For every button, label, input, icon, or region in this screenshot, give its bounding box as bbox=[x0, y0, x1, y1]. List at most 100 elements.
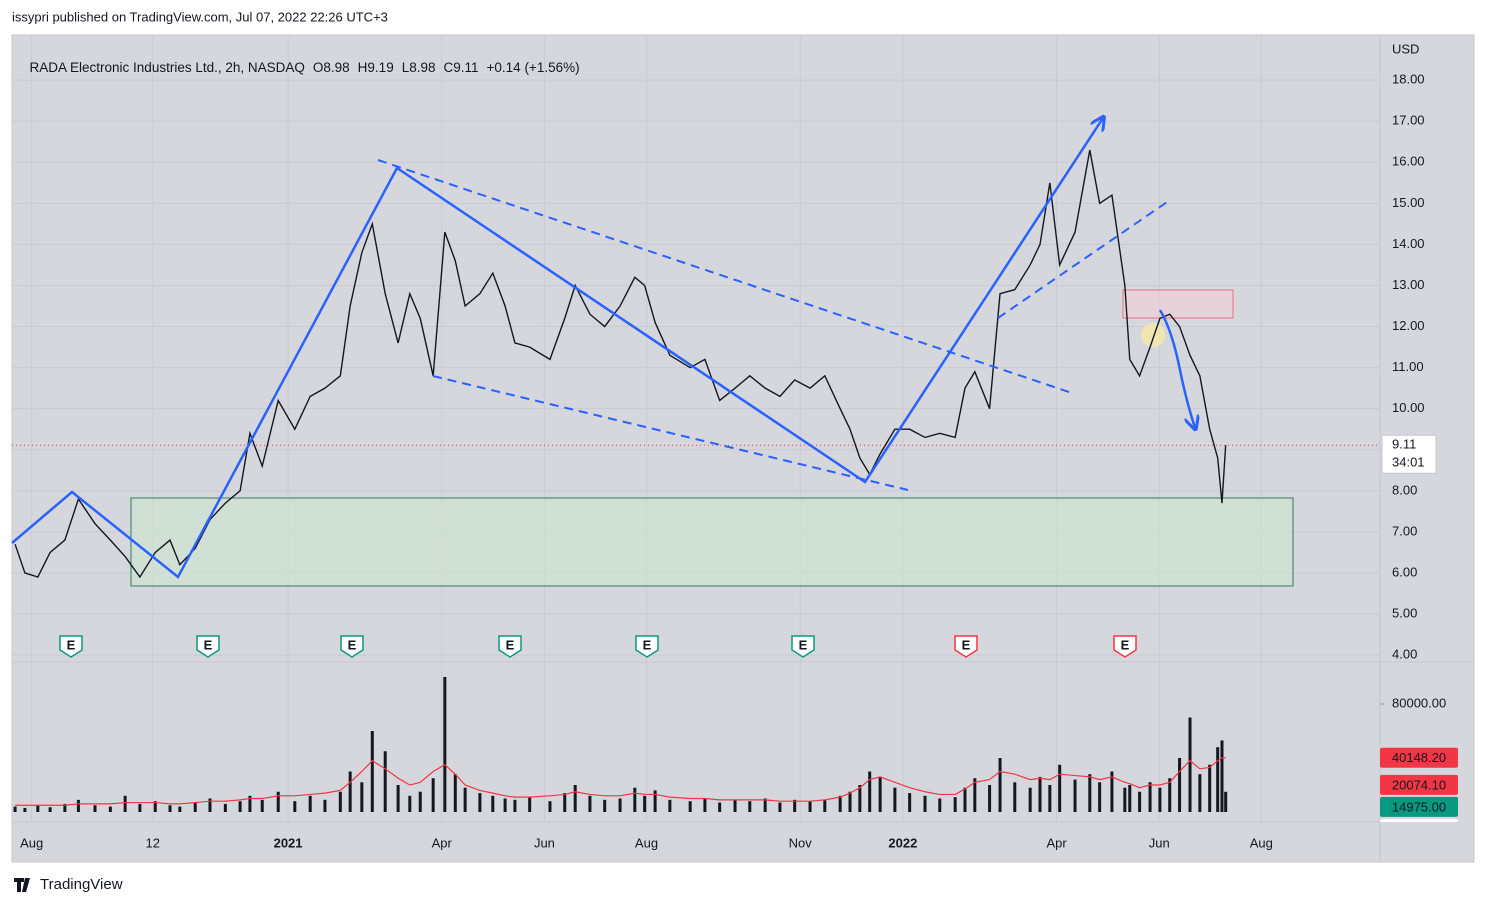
volume-bar bbox=[223, 803, 227, 813]
volume-bar bbox=[208, 798, 212, 813]
x-tick-label: 12 bbox=[146, 835, 160, 850]
volume-bar bbox=[248, 795, 252, 813]
volume-bar bbox=[443, 676, 447, 813]
last-price-label: 9.11 bbox=[1392, 437, 1416, 452]
low: L8.98 bbox=[401, 60, 436, 75]
volume-bar bbox=[1098, 782, 1102, 813]
earnings-badge bbox=[196, 635, 220, 658]
y-tick-label: 16.00 bbox=[1392, 154, 1425, 169]
volume-bar bbox=[1198, 774, 1202, 813]
volume-bar bbox=[36, 805, 40, 813]
volume-bar bbox=[778, 802, 782, 813]
volume-bar bbox=[1138, 791, 1142, 813]
resistance-zone bbox=[1122, 289, 1234, 319]
x-tick-label: Apr bbox=[432, 835, 453, 850]
volume-bar bbox=[1128, 785, 1132, 813]
volume-pill-label: 40148.20 bbox=[1392, 750, 1446, 765]
volume-pill-label: 14975.00 bbox=[1392, 799, 1446, 814]
volume-bar bbox=[463, 787, 467, 813]
volume-bar bbox=[1038, 776, 1042, 813]
volume-bar bbox=[908, 793, 912, 813]
logo bbox=[14, 878, 30, 892]
x-tick-label: Aug bbox=[20, 835, 43, 850]
volume-bar bbox=[513, 799, 517, 813]
volume-ma bbox=[15, 757, 1226, 806]
volume-bar bbox=[1224, 791, 1228, 813]
footer: TradingView bbox=[40, 876, 123, 893]
volume-bar bbox=[998, 758, 1002, 813]
legend: RADA Electronic Industries Ltd., 2h, NAS… bbox=[22, 45, 588, 75]
volume-bar bbox=[293, 801, 297, 813]
earnings-badge bbox=[1113, 635, 1137, 658]
earnings-label: E bbox=[1121, 637, 1130, 652]
volume-bar bbox=[848, 791, 852, 813]
last-price-pill bbox=[1381, 434, 1437, 474]
volume-bar bbox=[93, 805, 97, 813]
volume-bar bbox=[688, 801, 692, 813]
y-tick-label: 5.00 bbox=[1392, 605, 1417, 620]
volume-tick-label: 80000.00 bbox=[1392, 695, 1446, 710]
volume-bar bbox=[633, 787, 637, 813]
x-tick-label: Aug bbox=[635, 835, 658, 850]
volume-bar bbox=[603, 799, 607, 813]
earnings-label: E bbox=[67, 637, 76, 652]
volume-bar bbox=[23, 807, 27, 813]
volume-bar bbox=[1168, 778, 1172, 813]
volume-bar bbox=[123, 795, 127, 813]
grid bbox=[12, 35, 1384, 822]
channel-line bbox=[997, 199, 1171, 319]
y-tick-label: 14.00 bbox=[1392, 236, 1425, 251]
earnings-badge bbox=[954, 635, 978, 658]
volume-bar bbox=[308, 795, 312, 813]
earnings-label: E bbox=[643, 637, 652, 652]
channel-line bbox=[377, 159, 1073, 394]
volume-bar bbox=[1013, 782, 1017, 813]
volume-bar bbox=[1058, 764, 1062, 813]
volume-bar bbox=[733, 799, 737, 813]
x-tick-label: 2022 bbox=[888, 835, 917, 850]
volume-bar bbox=[383, 751, 387, 813]
currency: USD bbox=[1392, 41, 1419, 56]
volume-bar bbox=[431, 778, 435, 813]
volume-bar bbox=[938, 798, 942, 813]
close: C9.11 bbox=[443, 60, 479, 75]
x-tick-label: 2021 bbox=[274, 835, 303, 850]
volume-bar bbox=[893, 787, 897, 813]
volume-bar bbox=[13, 806, 17, 813]
volume-bar bbox=[370, 731, 374, 813]
volume-bar bbox=[1048, 785, 1052, 813]
header: issypri published on TradingView.com, Ju… bbox=[12, 9, 388, 24]
volume-bar bbox=[418, 791, 422, 813]
highlight bbox=[1141, 323, 1165, 347]
volume-bar bbox=[153, 801, 157, 813]
volume-bar bbox=[360, 782, 364, 813]
earnings-label: E bbox=[204, 637, 213, 652]
x-tick-label: Aug bbox=[1250, 835, 1273, 850]
earnings-label: E bbox=[799, 637, 808, 652]
volume-bar bbox=[703, 798, 707, 813]
volume-bar bbox=[1088, 774, 1092, 813]
volume-bar bbox=[963, 787, 967, 813]
volume-bar bbox=[193, 802, 197, 813]
volume-bar bbox=[858, 785, 862, 813]
earnings-label: E bbox=[348, 637, 357, 652]
y-tick-label: 12.00 bbox=[1392, 318, 1425, 333]
earnings-badge bbox=[340, 635, 364, 658]
volume-bar bbox=[618, 798, 622, 813]
volume-bar bbox=[588, 795, 592, 813]
volume-bar bbox=[1028, 787, 1032, 813]
volume-pill bbox=[1380, 747, 1458, 768]
volume-bar bbox=[348, 771, 352, 813]
y-tick-label: 8.00 bbox=[1392, 482, 1417, 497]
volume-bar bbox=[653, 790, 657, 813]
volume-bar bbox=[1188, 717, 1192, 813]
volume-bar bbox=[923, 795, 927, 813]
countdown: 34:01 bbox=[1392, 455, 1425, 470]
volume-pill bbox=[1380, 796, 1458, 817]
earnings-label: E bbox=[506, 637, 515, 652]
price-line bbox=[14, 149, 1227, 579]
volume-bar bbox=[668, 799, 672, 813]
volume-bar bbox=[763, 798, 767, 813]
volume-bar bbox=[260, 799, 264, 813]
